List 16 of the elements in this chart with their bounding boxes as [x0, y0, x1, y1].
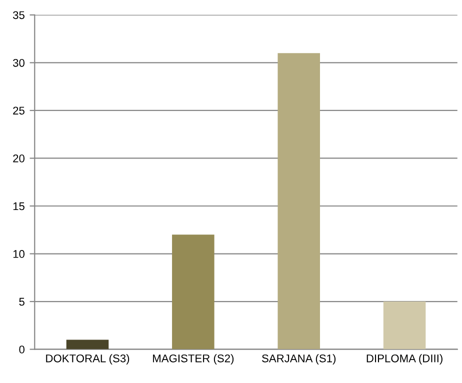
y-tick-label: 10 [13, 250, 24, 258]
y-tick-label: 15 [13, 202, 24, 210]
bar [383, 302, 426, 350]
bar [66, 340, 109, 350]
x-tick-label: DOKTORAL (S3) [46, 354, 130, 365]
x-tick-label: MAGISTER (S2) [153, 354, 234, 365]
bar [172, 234, 214, 350]
y-tick-label: 20 [13, 154, 24, 162]
y-tick-label: 35 [12, 11, 24, 20]
x-tick-label: SARJANA (S1) [262, 354, 336, 365]
x-tick-label: DIPLOMA (DIII) [366, 354, 442, 365]
y-tick-label: 0 [19, 346, 24, 354]
bar [278, 53, 320, 350]
y-tick-label: 25 [13, 106, 24, 115]
y-tick-label: 30 [12, 58, 24, 67]
y-tick-label: 5 [19, 298, 24, 306]
